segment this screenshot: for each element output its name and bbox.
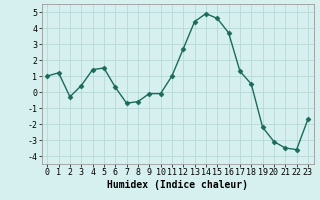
X-axis label: Humidex (Indice chaleur): Humidex (Indice chaleur): [107, 180, 248, 190]
